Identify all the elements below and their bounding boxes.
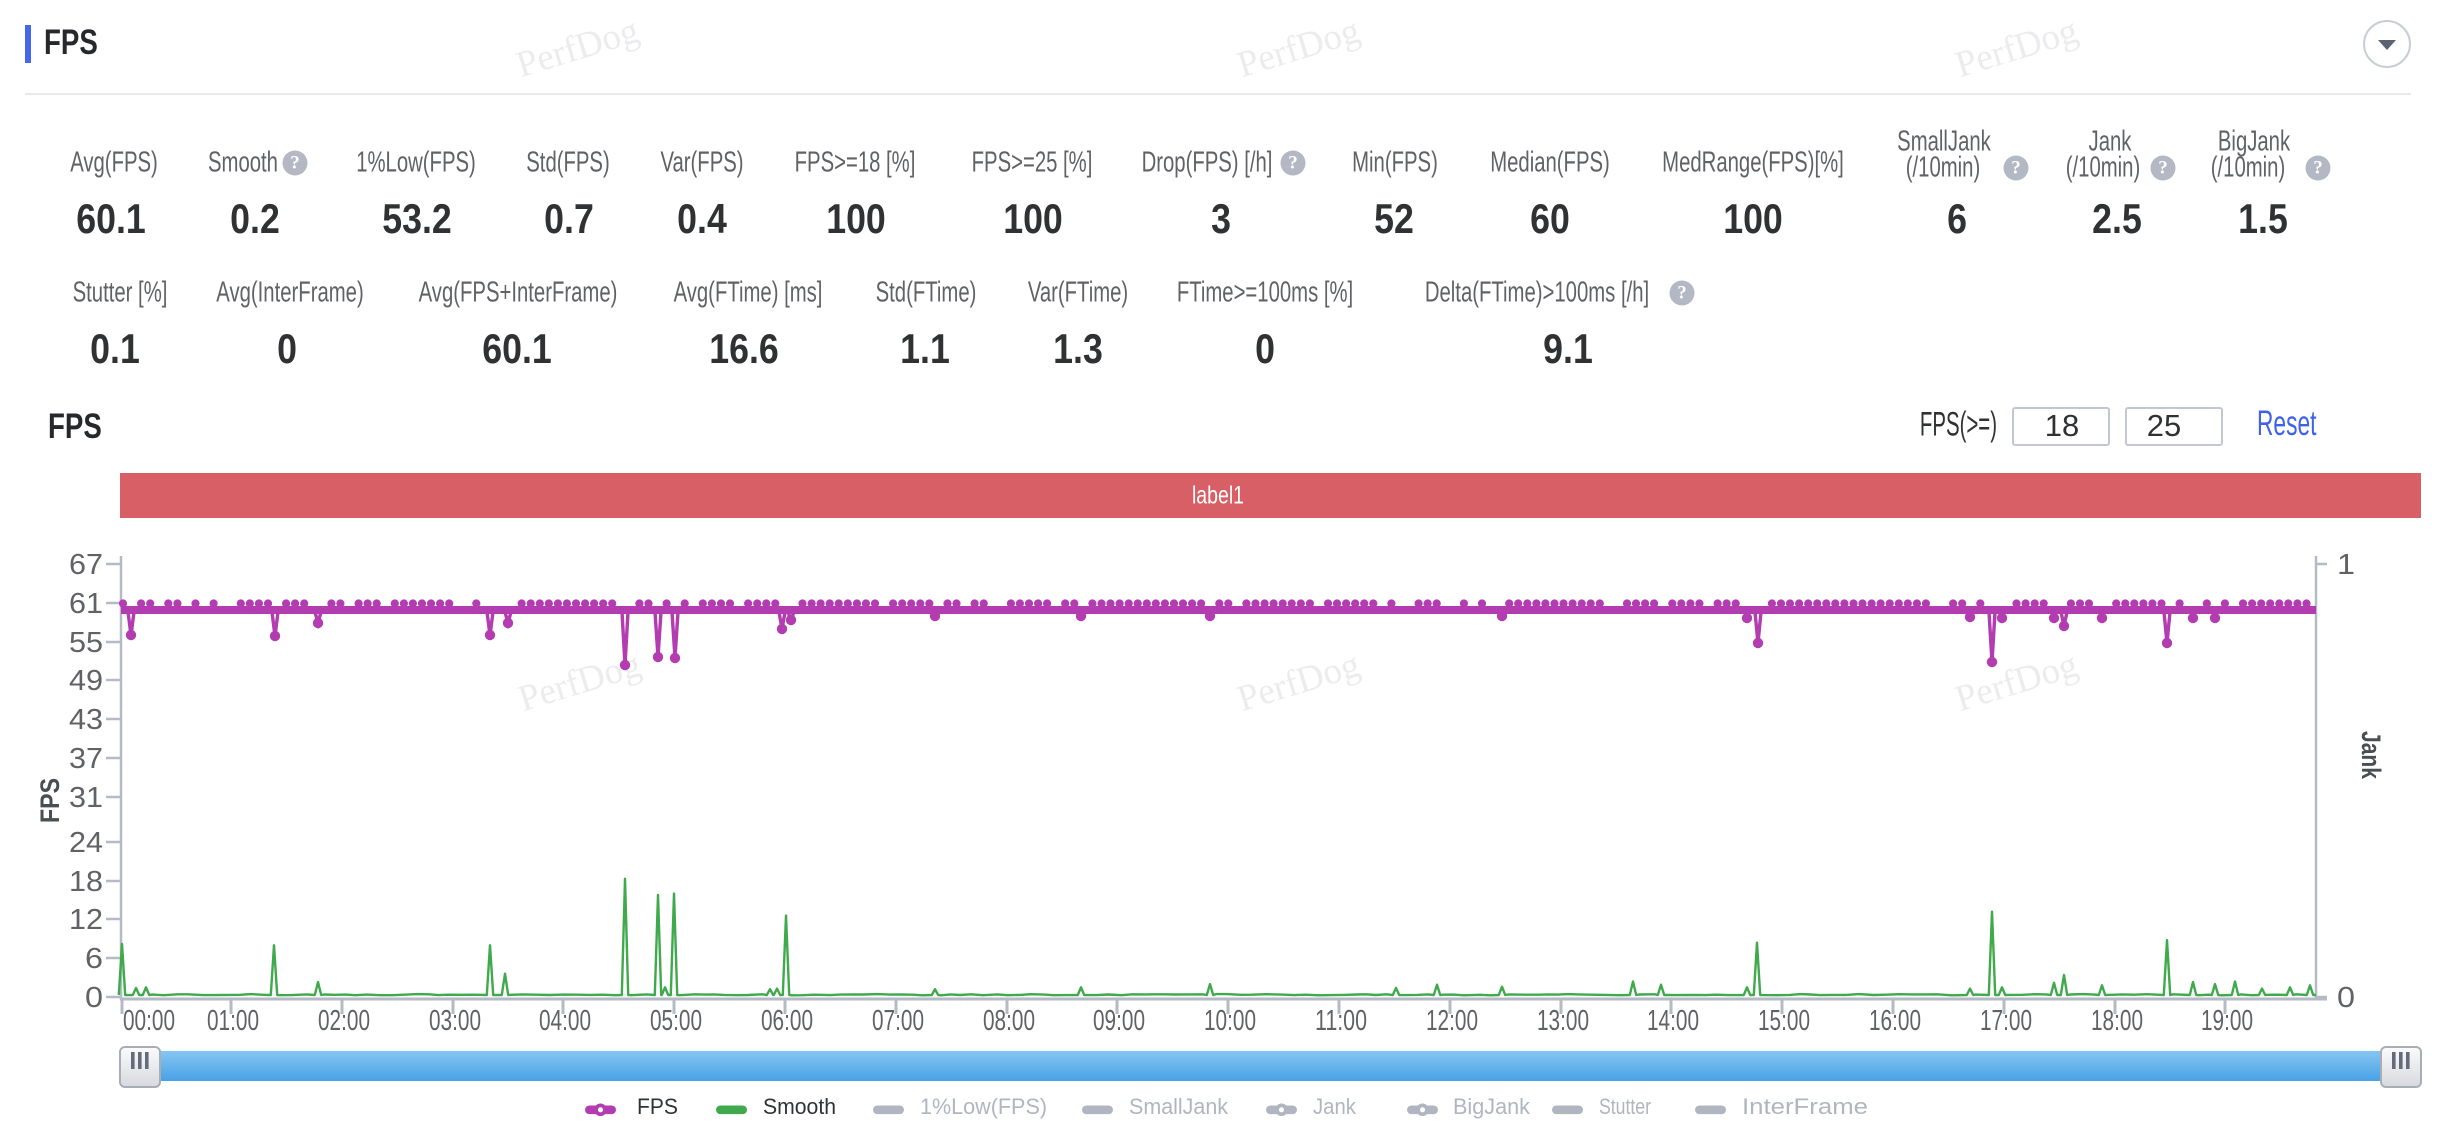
svg-text:04:00: 04:00 bbox=[539, 1005, 591, 1037]
svg-text:InterFrame: InterFrame bbox=[1742, 1094, 1868, 1119]
svg-text:1: 1 bbox=[2337, 549, 2355, 581]
svg-text:61: 61 bbox=[69, 588, 103, 620]
svg-text:PerfDog: PerfDog bbox=[1951, 644, 2083, 720]
svg-text:18: 18 bbox=[69, 866, 103, 898]
svg-text:06:00: 06:00 bbox=[761, 1005, 813, 1037]
svg-text:00:00: 00:00 bbox=[123, 1005, 175, 1037]
svg-text:11:00: 11:00 bbox=[1315, 1005, 1367, 1037]
svg-text:Stutter: Stutter bbox=[1599, 1094, 1651, 1119]
svg-text:6: 6 bbox=[85, 943, 103, 975]
svg-text:PerfDog: PerfDog bbox=[1951, 10, 2083, 86]
svg-text:03:00: 03:00 bbox=[429, 1005, 481, 1037]
svg-text:05:00: 05:00 bbox=[650, 1005, 702, 1037]
svg-text:12: 12 bbox=[69, 904, 103, 936]
svg-text:67: 67 bbox=[69, 549, 103, 581]
svg-text:10:00: 10:00 bbox=[1204, 1005, 1256, 1037]
svg-text:18:00: 18:00 bbox=[2091, 1005, 2143, 1037]
svg-text:31: 31 bbox=[69, 782, 103, 814]
svg-text:Smooth: Smooth bbox=[763, 1094, 836, 1119]
svg-text:01:00: 01:00 bbox=[207, 1005, 259, 1037]
svg-text:FPS: FPS bbox=[35, 778, 65, 823]
svg-text:13:00: 13:00 bbox=[1537, 1005, 1589, 1037]
svg-text:02:00: 02:00 bbox=[318, 1005, 370, 1037]
svg-text:Jank: Jank bbox=[2356, 731, 2386, 780]
svg-text:14:00: 14:00 bbox=[1647, 1005, 1699, 1037]
svg-text:37: 37 bbox=[69, 743, 103, 775]
svg-text:08:00: 08:00 bbox=[983, 1005, 1035, 1037]
svg-text:FPS: FPS bbox=[637, 1094, 678, 1119]
svg-text:Jank: Jank bbox=[1313, 1094, 1357, 1119]
svg-text:PerfDog: PerfDog bbox=[1233, 644, 1365, 720]
svg-text:09:00: 09:00 bbox=[1093, 1005, 1145, 1037]
svg-text:PerfDog: PerfDog bbox=[512, 10, 644, 86]
svg-text:0: 0 bbox=[85, 982, 103, 1014]
svg-text:12:00: 12:00 bbox=[1426, 1005, 1478, 1037]
svg-text:15:00: 15:00 bbox=[1758, 1005, 1810, 1037]
svg-text:07:00: 07:00 bbox=[872, 1005, 924, 1037]
svg-text:55: 55 bbox=[69, 627, 103, 659]
svg-text:17:00: 17:00 bbox=[1980, 1005, 2032, 1037]
svg-text:1%Low(FPS): 1%Low(FPS) bbox=[920, 1094, 1047, 1119]
svg-text:16:00: 16:00 bbox=[1869, 1005, 1921, 1037]
svg-text:BigJank: BigJank bbox=[1453, 1094, 1531, 1119]
svg-text:19:00: 19:00 bbox=[2201, 1005, 2253, 1037]
svg-text:PerfDog: PerfDog bbox=[1233, 10, 1365, 86]
svg-text:43: 43 bbox=[69, 704, 103, 736]
svg-text:49: 49 bbox=[69, 665, 103, 697]
svg-text:24: 24 bbox=[69, 827, 103, 859]
svg-text:SmallJank: SmallJank bbox=[1129, 1094, 1229, 1119]
svg-text:0: 0 bbox=[2337, 982, 2355, 1014]
